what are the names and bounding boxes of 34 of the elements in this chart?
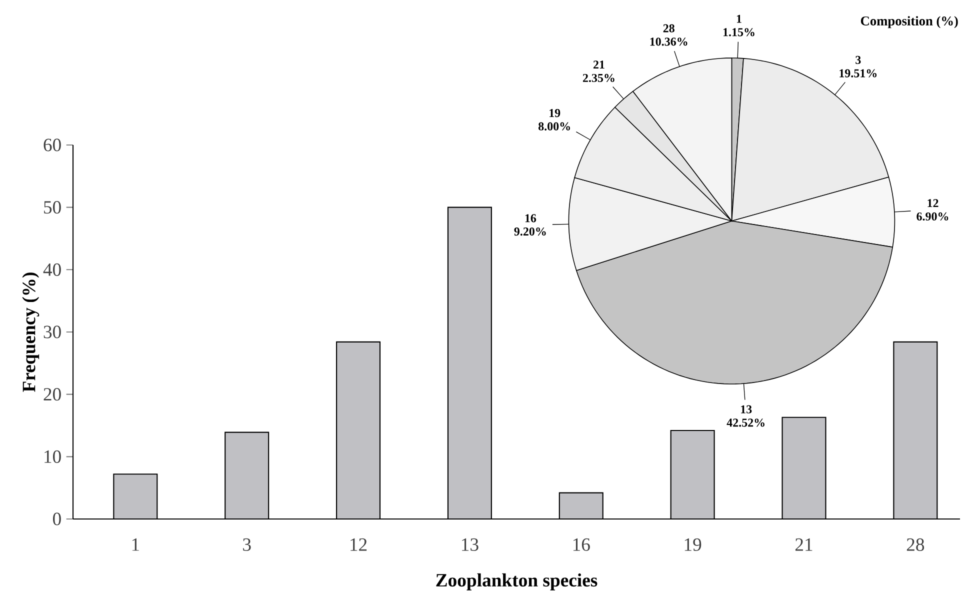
slice-label: 1 [736,14,742,23]
slice-label: 12 [928,199,938,208]
y-tick-label: 10 [44,450,61,463]
slice-label: 19 [550,109,560,118]
x-tick-label: 16 [573,538,590,551]
slice-label: 13 [741,405,752,414]
x-tick-label: 21 [795,538,812,551]
slice-label: 3 [856,56,861,64]
data-label: 9.20% [514,227,546,236]
x-tick-label: 28 [906,538,924,551]
y-axis-title: Frequency (%) [22,272,40,392]
x-tick-label: 19 [684,538,702,551]
data-label: 2.35% [582,74,614,82]
slice-label: 21 [593,60,604,69]
y-tick-label: 0 [53,512,61,526]
x-tick-label: 12 [350,538,367,551]
x-tick-label: 1 [132,538,139,551]
slice-label: 28 [663,24,674,32]
data-label: 10.36% [650,38,688,46]
y-tick-label: 20 [44,388,61,401]
x-tick-label: 3 [243,538,251,551]
data-label: 6.90% [916,212,948,221]
data-label: 1.15% [723,28,754,36]
x-axis-title: Zooplankton species [436,573,598,590]
data-label: 8.00% [538,122,570,130]
data-label: 19.51% [840,69,877,78]
y-tick-label: 50 [44,201,61,214]
chart-title: Composition (%) [860,16,958,28]
y-tick-label: 60 [44,138,61,152]
x-tick-label: 13 [462,538,478,551]
data-label: 42.52% [726,418,764,427]
y-tick-label: 30 [44,326,61,338]
y-tick-label: 40 [43,263,61,276]
slice-label: 16 [525,214,536,222]
